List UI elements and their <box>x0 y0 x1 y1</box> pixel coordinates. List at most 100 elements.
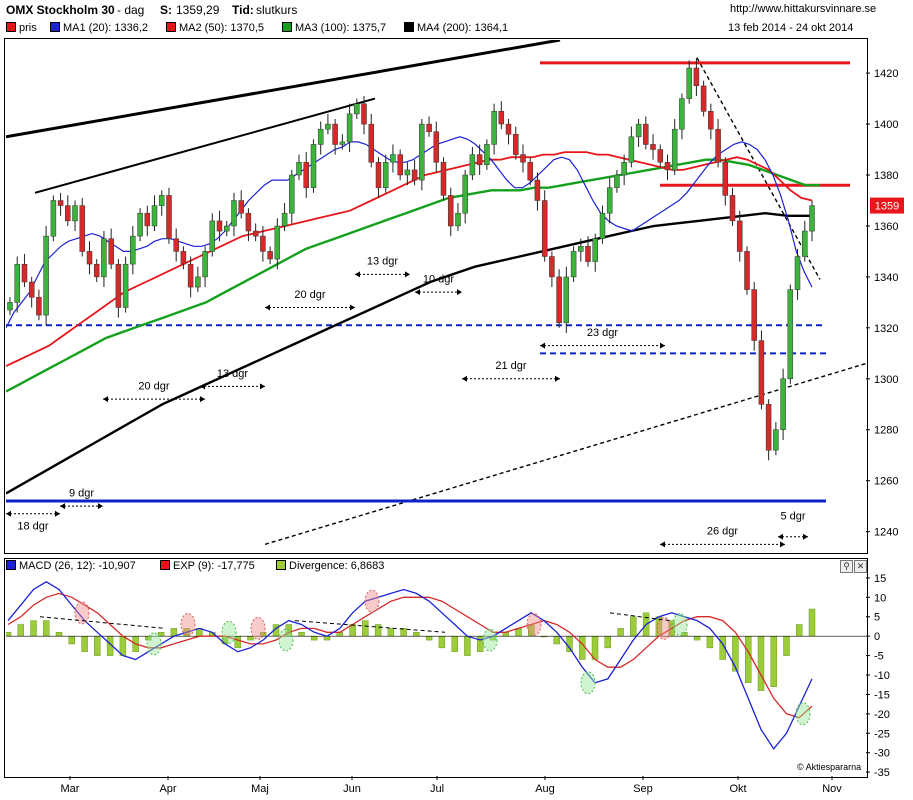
price-panel-frame <box>4 38 868 554</box>
legend-entry: MA2 (50): 1370,5 <box>166 22 264 36</box>
macd-divergence-line <box>609 612 671 622</box>
candle-up <box>679 98 685 130</box>
macd-tick-label: -5 <box>874 651 884 663</box>
candle-down <box>657 149 664 163</box>
divergence-bar <box>311 636 318 641</box>
divergence-bar <box>438 636 446 649</box>
zoom-icon[interactable]: ⚲ <box>840 560 853 573</box>
price-plot: 13 dgr 20 dgr 10 dgr 20 dgr 13 dgr 21 dgr 23 d… <box>6 40 866 548</box>
candle-down <box>86 251 93 265</box>
crossover-marker <box>482 628 498 652</box>
price-tick-label: 1340 <box>874 272 898 284</box>
candle-up <box>281 212 288 227</box>
time-label: Tid: <box>232 3 254 17</box>
divergence-bar <box>6 632 12 637</box>
legend-swatch <box>404 22 414 32</box>
divergence-bar <box>566 636 573 652</box>
crossover-marker <box>221 620 237 644</box>
macd-tick-label: -30 <box>874 748 890 760</box>
candle-up <box>419 123 425 181</box>
divergence-bar <box>745 636 752 684</box>
duration-label: 18 dgr <box>17 521 49 533</box>
arrow-head-right <box>350 304 355 311</box>
candle-down <box>115 263 122 308</box>
duration-label: 10 dgr <box>423 274 455 286</box>
site-url[interactable]: http://www.hittakursvinnare.se <box>730 3 877 15</box>
candle-up <box>484 144 490 166</box>
divergence-bar <box>55 632 63 637</box>
candle-up <box>578 246 584 252</box>
date-range: 13 feb 2014 - 24 okt 2014 <box>728 22 854 34</box>
candle-down <box>303 162 309 189</box>
candle-down <box>447 195 454 227</box>
divergence-bar <box>757 636 765 691</box>
crossover-marker <box>180 613 196 636</box>
divergence-bar <box>796 624 803 637</box>
candle-up <box>635 123 642 138</box>
ma100-line <box>6 158 820 393</box>
price-tick-label: 1300 <box>874 374 898 386</box>
candle-down <box>397 154 403 176</box>
macd-plot <box>6 581 866 750</box>
candle-down <box>693 67 700 87</box>
candle-down <box>216 220 223 232</box>
candle-down <box>664 162 671 171</box>
settings-icon[interactable]: ✕ <box>854 560 867 573</box>
duration-label: 13 dgr <box>367 256 399 268</box>
candle-up <box>72 205 78 222</box>
price-tick-label: 1360 <box>874 221 898 233</box>
duration-label: 20 dgr <box>138 381 170 393</box>
legend-swatch <box>6 22 16 32</box>
candle-up <box>780 378 786 430</box>
chart-title: OMX Stockholm 30 <box>6 3 115 17</box>
candle-up <box>151 205 158 227</box>
legend-swatch <box>160 560 170 570</box>
candle-down <box>505 123 512 135</box>
candle-up <box>130 235 136 265</box>
divergence-bar <box>425 636 433 641</box>
legend-swatch <box>282 22 292 32</box>
legend-entry: MA1 (20): 1336,2 <box>50 22 148 36</box>
candle-down <box>476 154 483 166</box>
month-label: Jun <box>343 783 361 795</box>
candle-up <box>195 276 201 288</box>
candle-down <box>180 251 187 265</box>
candle-up <box>231 200 237 227</box>
candle-down <box>736 220 743 252</box>
arrow-head-right <box>457 289 462 296</box>
macd-tick-label: -25 <box>874 728 890 740</box>
crossover-marker <box>146 632 162 656</box>
arrow-head-left <box>6 510 11 517</box>
candle-down <box>527 162 533 181</box>
divergence-bar <box>477 636 484 652</box>
legend-entry: pris <box>6 22 37 36</box>
macd-tick-label: -20 <box>874 709 890 721</box>
arrow-head-right <box>98 503 103 510</box>
duration-label: 23 dgr <box>587 327 619 339</box>
candle-down <box>708 111 714 130</box>
candle-down <box>332 123 338 145</box>
divergence-bar <box>374 624 382 637</box>
ma50-line <box>6 151 813 367</box>
candle-up <box>7 302 13 311</box>
candle-up <box>325 123 331 130</box>
divergence-bar <box>579 636 586 660</box>
divergence-bar <box>808 608 816 637</box>
candle-down <box>433 131 440 163</box>
divergence-bar <box>81 636 88 652</box>
candle-up <box>628 136 635 163</box>
candle-up <box>289 174 295 214</box>
arrow-head-right <box>405 271 410 278</box>
candle-down <box>260 235 266 252</box>
month-label: Okt <box>729 783 746 795</box>
arrow-head-right <box>555 375 560 382</box>
candle-down <box>252 230 259 237</box>
macd-tick-label: -10 <box>874 670 890 682</box>
last-price-badge <box>870 197 904 214</box>
price-tick-label: 1260 <box>874 476 898 488</box>
month-label: Sep <box>633 783 653 795</box>
candle-up <box>101 238 107 278</box>
legend-label: Divergence: 6,8683 <box>289 560 385 572</box>
candle-up <box>390 154 396 163</box>
